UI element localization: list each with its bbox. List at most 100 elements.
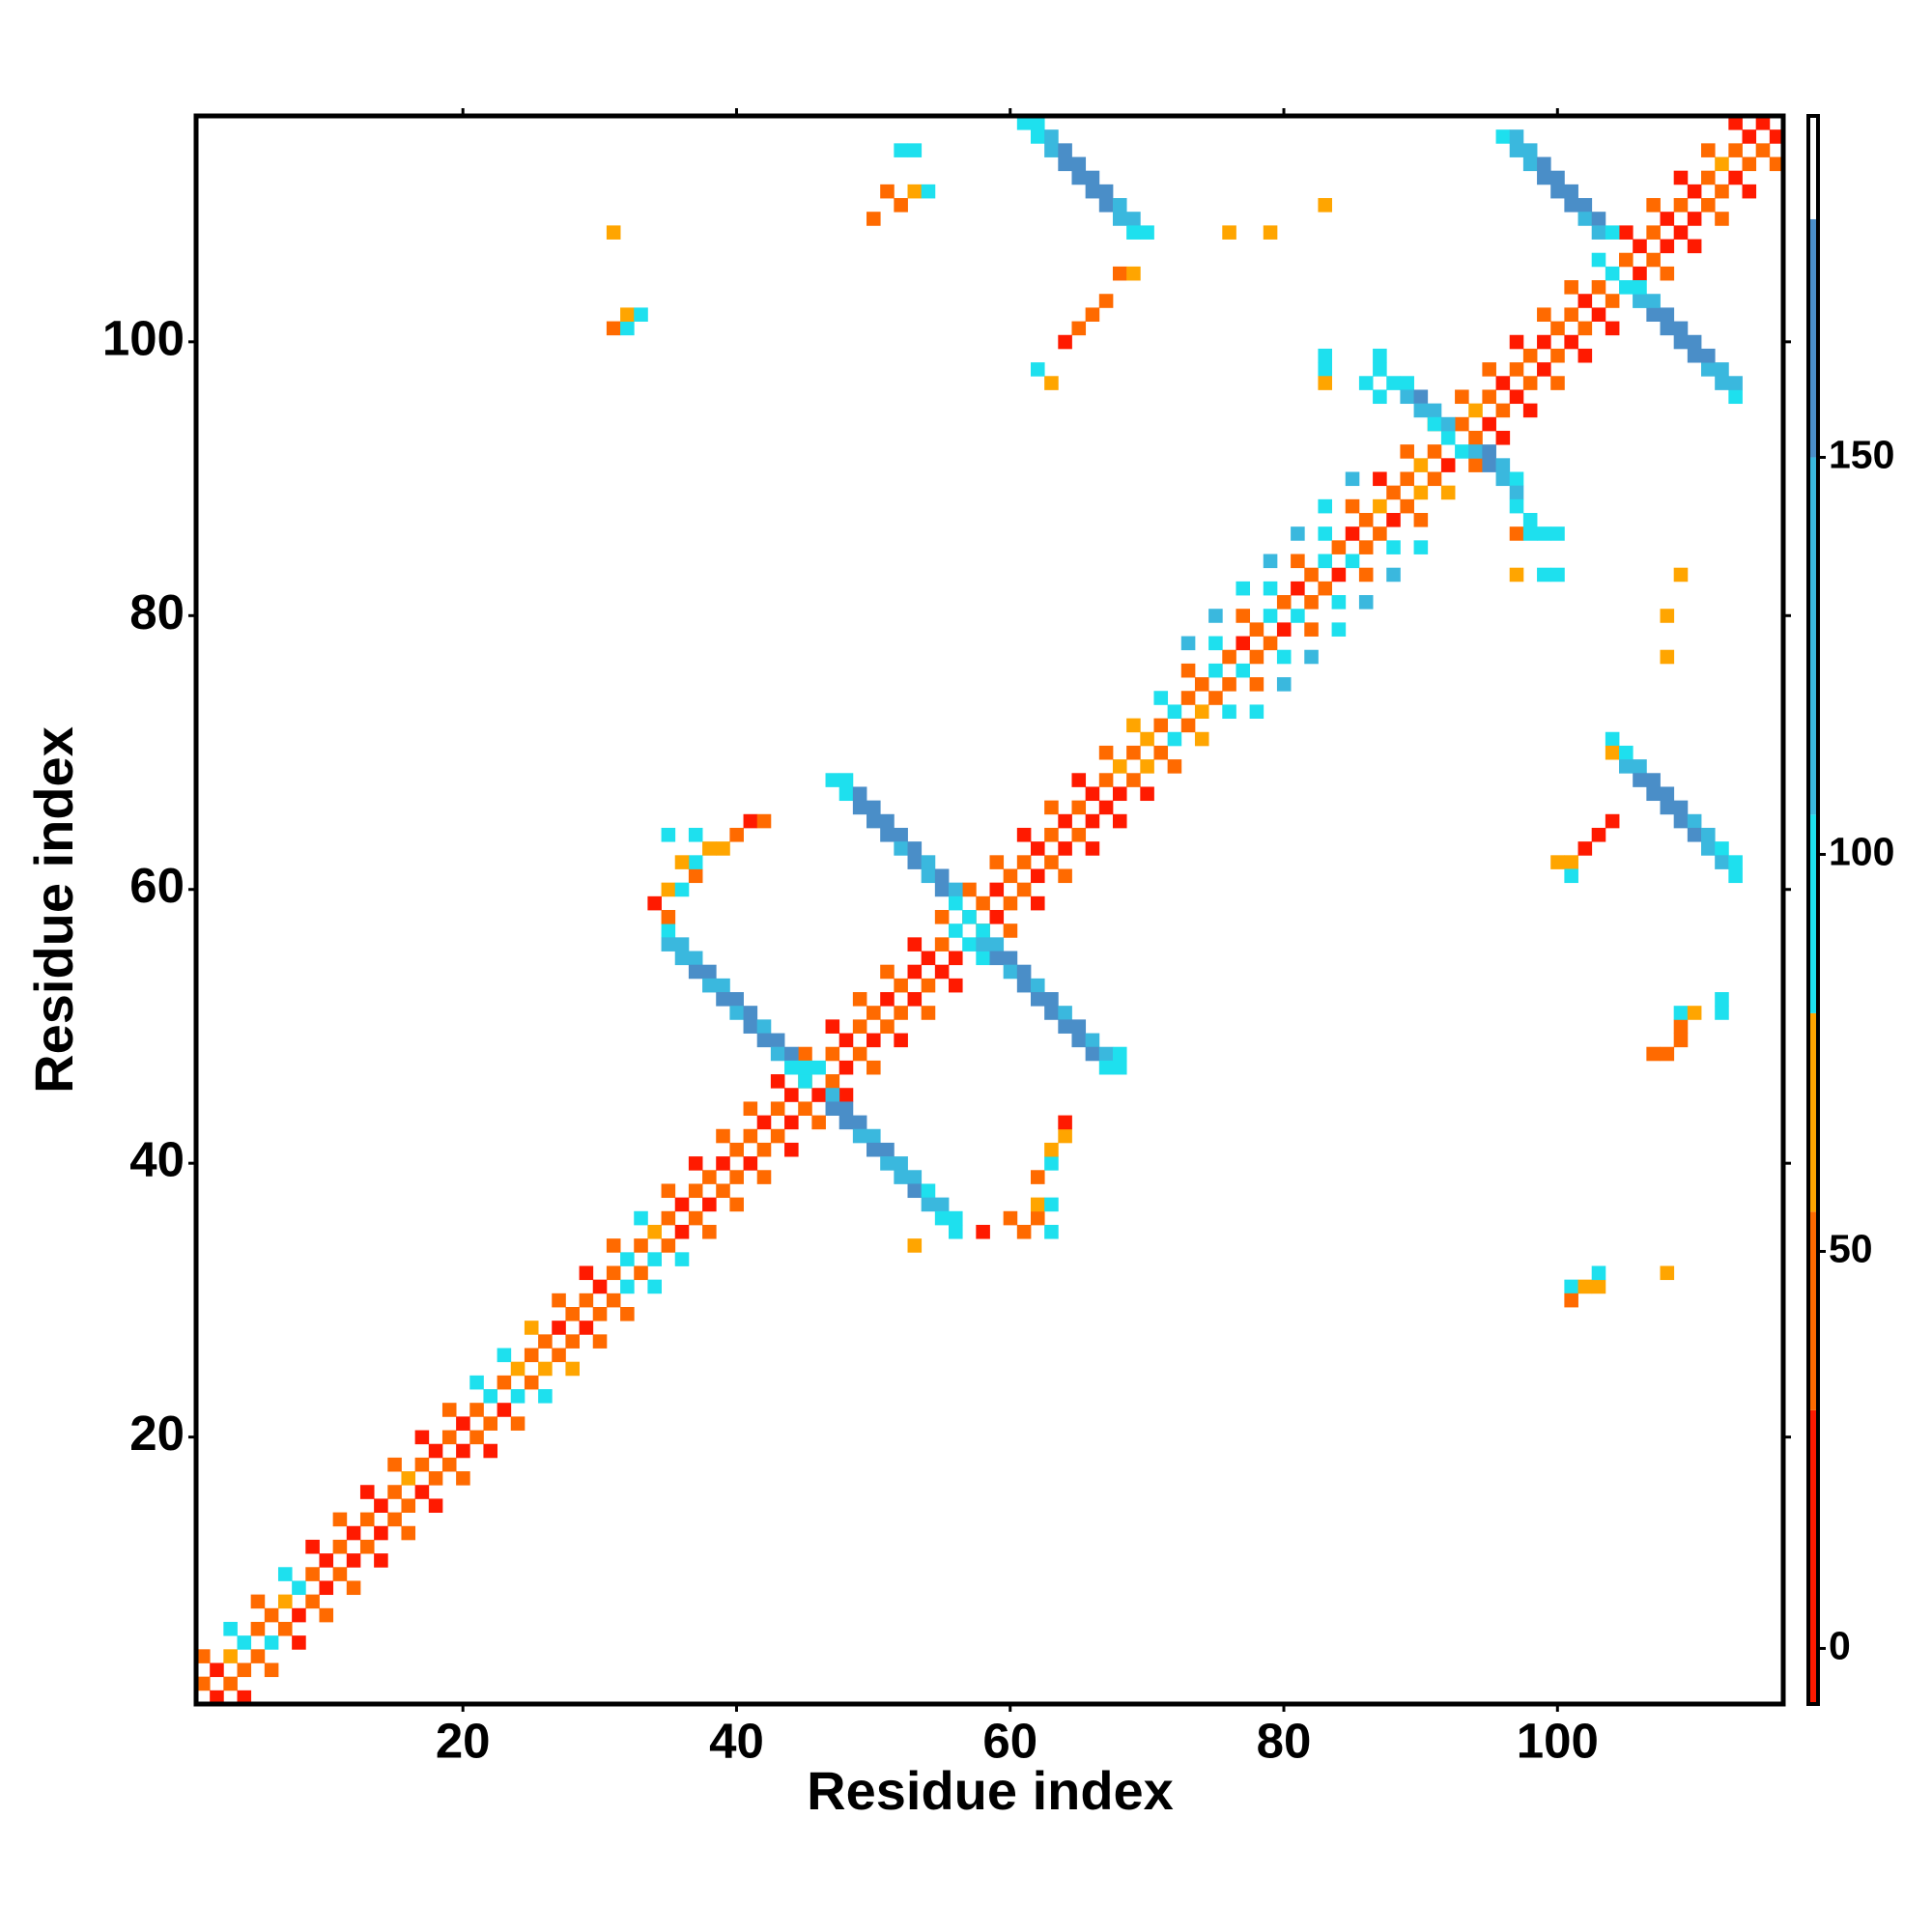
heatmap-cell	[441, 1403, 457, 1417]
heatmap-cell	[1482, 444, 1496, 459]
heatmap-cell	[1058, 1128, 1072, 1144]
heatmap-cell	[674, 1197, 690, 1212]
heatmap-cell	[1715, 184, 1729, 199]
heatmap-cell	[1619, 252, 1634, 268]
heatmap-cell	[579, 1321, 594, 1335]
heatmap-cell	[483, 1416, 498, 1431]
heatmap-cell	[510, 1361, 526, 1377]
heatmap-cell	[1413, 485, 1429, 500]
heatmap-cell	[1236, 581, 1251, 596]
heatmap-cell	[1550, 321, 1565, 336]
heatmap-cell	[1550, 170, 1565, 185]
heatmap-cell	[1112, 1046, 1127, 1062]
colorbar-segment	[1808, 1012, 1818, 1212]
heatmap-cell	[976, 1224, 990, 1239]
heatmap-cell	[1537, 156, 1551, 172]
heatmap-cell	[1126, 225, 1141, 240]
heatmap-cell	[949, 895, 963, 911]
heatmap-cell	[441, 1457, 457, 1472]
heatmap-cell	[1386, 485, 1401, 500]
heatmap-cell	[811, 1115, 826, 1130]
heatmap-cell	[949, 978, 963, 993]
heatmap-cell	[1318, 554, 1332, 569]
heatmap-cell	[223, 1649, 238, 1663]
heatmap-cell	[1180, 663, 1196, 678]
heatmap-cell	[387, 1457, 402, 1472]
heatmap-cell	[1728, 143, 1743, 157]
heatmap-cell	[634, 307, 648, 322]
heatmap-cell	[1153, 745, 1169, 760]
heatmap-cell	[1605, 731, 1620, 747]
heatmap-cell	[1044, 1156, 1059, 1171]
heatmap-cell	[949, 1224, 963, 1239]
heatmap-cell	[661, 923, 676, 938]
heatmap-cell	[1701, 841, 1716, 856]
heatmap-cell	[1715, 212, 1729, 226]
heatmap-cell	[647, 1279, 662, 1294]
heatmap-cell	[223, 1621, 238, 1636]
heatmap-cell	[292, 1607, 306, 1623]
heatmap-cell	[647, 895, 662, 911]
heatmap-cell	[688, 951, 703, 966]
heatmap-cell	[1646, 225, 1661, 240]
heatmap-cell	[1373, 362, 1387, 377]
heatmap-cell	[1660, 649, 1675, 665]
heatmap-cell	[838, 1101, 854, 1116]
heatmap-cell	[1044, 143, 1059, 157]
heatmap-cell	[867, 1006, 881, 1020]
heatmap-cell	[989, 882, 1005, 897]
heatmap-cell	[401, 1498, 416, 1513]
heatmap-cell	[716, 1156, 730, 1171]
heatmap-cell	[620, 1252, 635, 1266]
heatmap-cell	[1276, 677, 1292, 692]
heatmap-cell	[359, 1485, 375, 1499]
heatmap-cell	[579, 1265, 594, 1281]
heatmap-cell	[1646, 252, 1661, 268]
heatmap-cell	[1564, 868, 1578, 884]
heatmap-cell	[1591, 827, 1606, 842]
heatmap-cell	[921, 1197, 936, 1212]
heatmap-cell	[1440, 458, 1456, 472]
heatmap-cell	[1660, 307, 1675, 322]
heatmap-cell	[989, 951, 1005, 966]
heatmap-cell	[894, 198, 908, 213]
heatmap-cell	[1660, 609, 1675, 623]
heatmap-cell	[250, 1621, 266, 1636]
heatmap-cell	[1208, 691, 1223, 705]
heatmap-cell	[1673, 334, 1689, 350]
heatmap-cell	[1509, 498, 1524, 514]
heatmap-cell	[414, 1485, 430, 1499]
heatmap-cell	[894, 1006, 908, 1020]
heatmap-cell	[1085, 786, 1100, 802]
heatmap-cell	[661, 1238, 676, 1253]
heatmap-cell	[1550, 376, 1565, 390]
colorbar-segment	[1808, 116, 1818, 219]
heatmap-cell	[237, 1635, 252, 1650]
heatmap-cell	[716, 978, 730, 993]
heatmap-cell	[784, 1060, 799, 1075]
heatmap-cell	[1701, 362, 1716, 377]
heatmap-cell	[1030, 978, 1045, 993]
heatmap-cell	[552, 1321, 566, 1335]
heatmap-cell	[1140, 225, 1154, 240]
heatmap-cell	[1728, 376, 1743, 390]
heatmap-cell	[1550, 526, 1565, 541]
heatmap-cell	[1249, 622, 1264, 637]
heatmap-cell	[1263, 225, 1278, 240]
heatmap-cell	[1318, 498, 1332, 514]
heatmap-cell	[1633, 294, 1647, 308]
y-tick-label: 60	[129, 858, 185, 913]
heatmap-cell	[798, 1046, 812, 1062]
heatmap-cell	[1030, 1197, 1045, 1212]
x-tick-label: 20	[436, 1713, 491, 1768]
heatmap-cell	[1400, 498, 1414, 514]
heatmap-cell	[756, 1033, 772, 1048]
y-tick-label: 80	[129, 584, 185, 639]
heatmap-cell	[374, 1553, 388, 1568]
heatmap-cell	[456, 1416, 470, 1431]
heatmap-cell	[1591, 1279, 1606, 1294]
heatmap-cell	[1577, 348, 1593, 363]
heatmap-cell	[1016, 116, 1032, 130]
heatmap-cell	[1044, 800, 1059, 815]
heatmap-cell	[606, 1265, 621, 1281]
